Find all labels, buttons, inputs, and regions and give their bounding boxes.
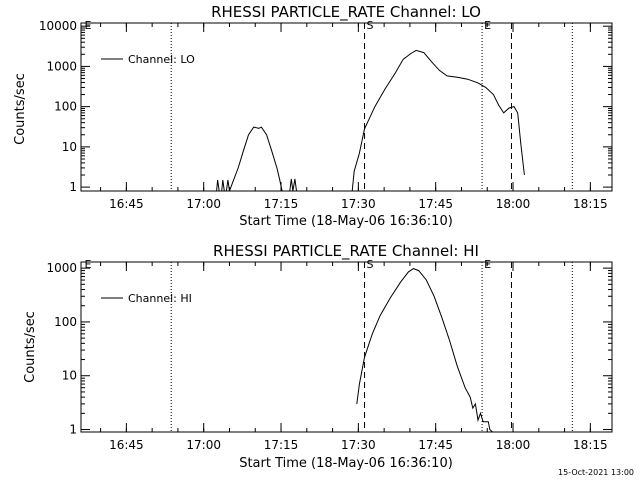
y-tick-label: 10000 [39, 19, 77, 33]
x-tick-label: 17:30 [341, 438, 376, 452]
panel-hi-title: RHESSI PARTICLE_RATE Channel: HI [213, 242, 479, 261]
panel-lo: RHESSI PARTICLE_RATE Channel: LO Start T… [13, 3, 613, 229]
legend-label: Channel: LO [128, 53, 195, 66]
series-line-lo [221, 179, 225, 192]
x-tick-label: 17:45 [418, 197, 453, 211]
y-tick-label: 100 [54, 100, 77, 114]
y-tick-label: 100 [54, 315, 77, 329]
x-tick-label: 17:00 [186, 438, 221, 452]
marker-label: S [367, 19, 374, 32]
marker-label: E [484, 258, 491, 271]
panel-lo-ylabel: Counts/sec [13, 73, 28, 145]
y-tick-label: 1000 [46, 59, 77, 73]
x-tick-label: 17:15 [264, 197, 299, 211]
marker-label: E [484, 19, 491, 32]
x-tick-label: 18:15 [573, 438, 608, 452]
x-tick-label: 16:45 [109, 438, 144, 452]
y-tick-label: 1 [69, 180, 77, 194]
x-tick-label: 17:30 [341, 197, 376, 211]
series-line-lo [289, 178, 297, 192]
panel-hi-ylabel: Counts/sec [23, 311, 38, 383]
x-tick-label: 18:00 [496, 438, 531, 452]
x-tick-label: 17:45 [418, 438, 453, 452]
footer-date: 15-Oct-2021 13:00 [558, 468, 634, 477]
y-tick-label: 10 [62, 140, 77, 154]
series-line-lo [216, 179, 220, 192]
panel-hi-xlabel: Start Time (18-May-06 16:36:10) [239, 456, 453, 471]
x-tick-label: 18:15 [573, 197, 608, 211]
y-tick-label: 1 [69, 423, 77, 437]
marker-label: E [85, 19, 92, 32]
x-tick-label: 16:45 [109, 197, 144, 211]
legend-label: Channel: HI [128, 292, 192, 305]
plot-frame-hi [80, 261, 613, 433]
panel-lo-title: RHESSI PARTICLE_RATE Channel: LO [211, 3, 481, 22]
x-tick-label: 17:15 [264, 438, 299, 452]
series-line-lo [225, 126, 283, 192]
plot-frame-lo [80, 22, 613, 192]
marker-label: E [85, 258, 92, 271]
series-line-lo [351, 49, 525, 192]
y-tick-label: 10 [62, 369, 77, 383]
x-tick-label: 17:00 [186, 197, 221, 211]
series-line-hi [356, 268, 493, 433]
x-tick-label: 18:00 [496, 197, 531, 211]
y-tick-label: 1000 [46, 261, 77, 275]
marker-label: S [367, 258, 374, 271]
panel-hi: RHESSI PARTICLE_RATE Channel: HI Start T… [23, 242, 613, 471]
panel-lo-xlabel: Start Time (18-May-06 16:36:10) [239, 214, 453, 229]
